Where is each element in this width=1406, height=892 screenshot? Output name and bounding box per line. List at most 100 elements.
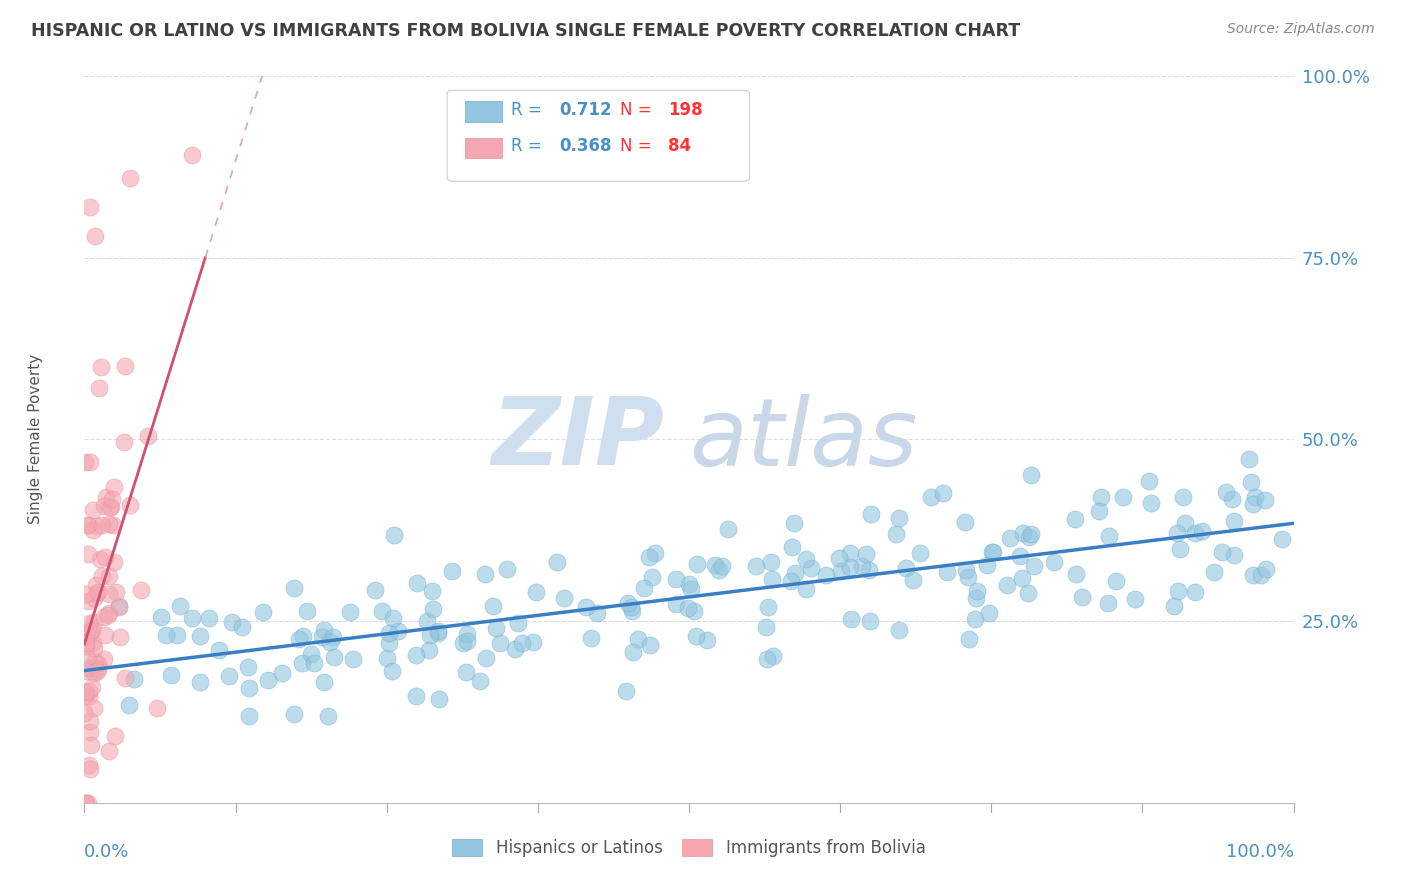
Point	[382, 528, 405, 542]
Point	[238, 660, 260, 674]
Point	[87, 585, 110, 599]
Point	[496, 562, 519, 576]
Point	[288, 632, 311, 647]
Point	[794, 582, 817, 597]
Point	[76, 518, 98, 533]
Point	[858, 563, 880, 577]
Point	[114, 671, 136, 685]
Point	[150, 610, 173, 624]
Point	[75, 636, 97, 650]
Point	[86, 664, 108, 678]
Point	[1250, 567, 1272, 582]
Point	[405, 690, 427, 704]
Point	[614, 683, 637, 698]
Point	[957, 570, 980, 584]
Text: ZIP: ZIP	[492, 393, 665, 485]
Point	[101, 517, 124, 532]
Point	[160, 668, 183, 682]
Point	[762, 648, 785, 663]
Point	[120, 498, 142, 512]
Point	[953, 515, 976, 529]
Point	[322, 631, 344, 645]
Point	[1256, 562, 1278, 576]
Point	[83, 701, 105, 715]
Point	[756, 599, 779, 614]
Point	[79, 762, 101, 776]
Point	[932, 485, 955, 500]
Point	[1166, 526, 1188, 541]
Point	[489, 636, 512, 650]
Point	[859, 507, 882, 521]
Point	[103, 480, 125, 494]
Point	[1008, 549, 1031, 563]
Point	[146, 701, 169, 715]
Point	[884, 526, 907, 541]
Point	[188, 674, 211, 689]
Point	[1241, 567, 1264, 582]
Point	[283, 707, 305, 722]
Point	[80, 738, 103, 752]
Point	[375, 650, 398, 665]
Point	[75, 796, 97, 810]
Point	[1211, 545, 1233, 559]
Point	[456, 633, 478, 648]
Point	[82, 523, 104, 537]
Point	[995, 578, 1018, 592]
Point	[621, 645, 644, 659]
Point	[1167, 584, 1189, 599]
Point	[93, 652, 115, 666]
Point	[363, 582, 385, 597]
Point	[75, 455, 97, 469]
Point	[129, 583, 152, 598]
Point	[1105, 574, 1128, 588]
Point	[553, 591, 575, 605]
Point	[839, 612, 862, 626]
Point	[252, 605, 274, 619]
Point	[418, 642, 440, 657]
Point	[86, 518, 108, 533]
Text: Source: ZipAtlas.com: Source: ZipAtlas.com	[1227, 22, 1375, 37]
Point	[1019, 467, 1042, 482]
Point	[322, 650, 344, 665]
Point	[107, 600, 129, 615]
Point	[136, 428, 159, 442]
Point	[965, 591, 987, 606]
Point	[1018, 531, 1040, 545]
Point	[1163, 599, 1185, 613]
Point	[638, 549, 661, 564]
Point	[814, 567, 837, 582]
Point	[440, 564, 463, 578]
Point	[620, 599, 643, 614]
Point	[87, 381, 110, 395]
Point	[427, 692, 450, 706]
Point	[93, 500, 115, 514]
Point	[312, 674, 335, 689]
Point	[1191, 524, 1213, 538]
Point	[468, 673, 491, 688]
Point	[208, 643, 231, 657]
Point	[828, 551, 851, 566]
Point	[889, 623, 911, 637]
Point	[292, 629, 315, 643]
Point	[682, 604, 704, 618]
Point	[155, 628, 177, 642]
Point	[77, 625, 100, 640]
Text: 0.712: 0.712	[560, 101, 612, 119]
Point	[77, 547, 100, 561]
Text: N =: N =	[620, 101, 657, 119]
Point	[894, 560, 917, 574]
Point	[107, 599, 129, 613]
Point	[188, 629, 211, 643]
Point	[678, 577, 700, 591]
Point	[427, 624, 450, 638]
Point	[979, 606, 1001, 620]
Point	[304, 656, 326, 670]
Point	[371, 604, 394, 618]
Point	[1240, 475, 1263, 490]
Point	[1239, 452, 1261, 467]
Point	[82, 636, 104, 650]
Point	[79, 714, 101, 729]
Text: 100.0%: 100.0%	[1226, 843, 1294, 861]
Point	[97, 516, 120, 531]
Point	[104, 729, 127, 743]
